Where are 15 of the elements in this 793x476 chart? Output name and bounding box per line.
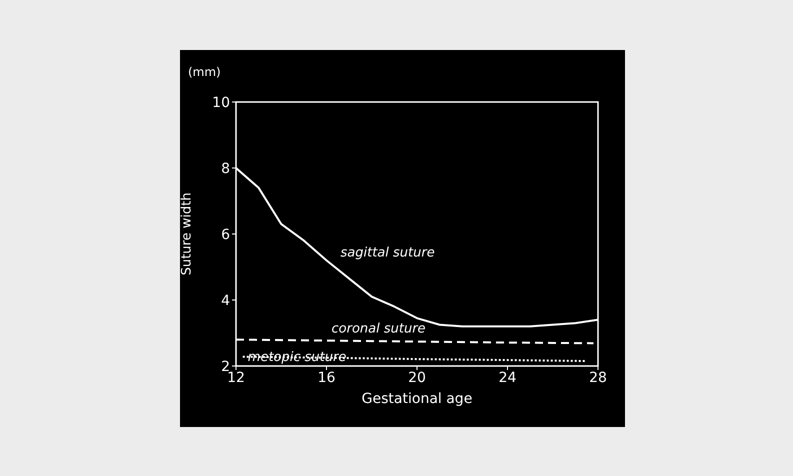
- series-label: sagittal suture: [340, 245, 435, 260]
- y-axis-title: Suture width: [180, 192, 195, 276]
- y-tick-label: 6: [221, 226, 230, 243]
- x-tick-label: 16: [318, 370, 336, 386]
- y-tick-label: 8: [221, 160, 230, 177]
- x-tick-label: 28: [589, 370, 607, 386]
- series-label: coronal suture: [332, 322, 426, 337]
- x-axis-title: Gestational age: [362, 391, 472, 407]
- x-tick-label: 12: [227, 370, 245, 386]
- text: (mm): [188, 65, 221, 79]
- y-tick-label: 10: [212, 94, 230, 111]
- y-tick-label: 2: [221, 358, 230, 375]
- x-tick-label: 24: [498, 370, 516, 386]
- x-tick-label: 20: [408, 370, 426, 386]
- y-tick-label: 4: [221, 292, 230, 309]
